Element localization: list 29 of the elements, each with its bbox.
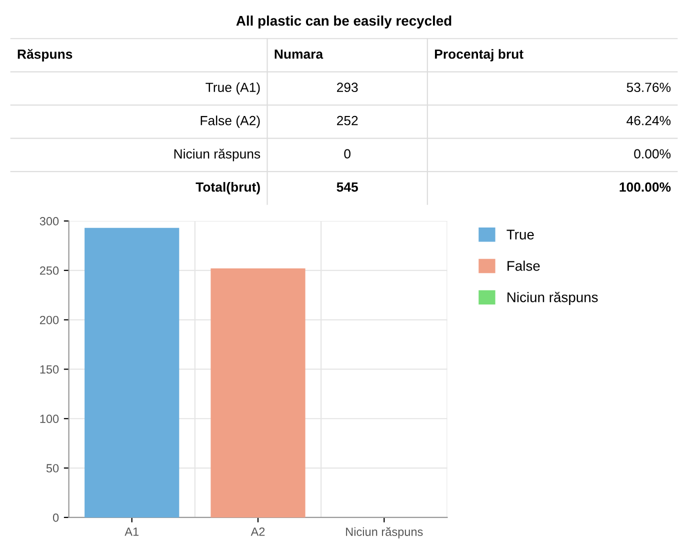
text: Procentaj brut (434, 49, 524, 62)
x-tick-label: Niciun răspuns (346, 527, 423, 538)
y-tick-label: 250 (40, 266, 59, 275)
y-tick-label: 150 (40, 365, 59, 374)
text: Răspuns (18, 49, 72, 62)
y-tick-label: 0 (52, 513, 59, 522)
x-tick-label: A1 (124, 528, 139, 536)
data-label: 53.76% (626, 82, 671, 92)
legend-label: True (506, 230, 534, 240)
text: All plastic can be easily recycled (236, 16, 452, 28)
legend-label: False (508, 260, 540, 271)
data-label: 100.00% (620, 182, 671, 192)
data-label: 0.00% (634, 149, 671, 159)
data-label: 0 (344, 149, 350, 159)
category-label: Total(brut) (196, 182, 260, 194)
data-label: 293 (336, 82, 358, 92)
y-tick-label: 50 (46, 464, 59, 472)
y-tick-label: 100 (40, 414, 59, 424)
y-tick-label: 300 (40, 217, 59, 226)
y-tick-label: 200 (40, 316, 59, 324)
x-tick-label: A2 (250, 527, 265, 536)
text: Numara (274, 50, 324, 59)
data-label: 545 (336, 182, 358, 192)
legend-label: Niciun răspuns (508, 292, 598, 305)
data-label: 252 (336, 116, 358, 126)
data-label: 46.24% (626, 116, 671, 126)
category-label: False (A2) (200, 116, 260, 128)
category-label: Niciun răspuns (174, 148, 260, 162)
category-label: True (A1) (206, 82, 260, 95)
